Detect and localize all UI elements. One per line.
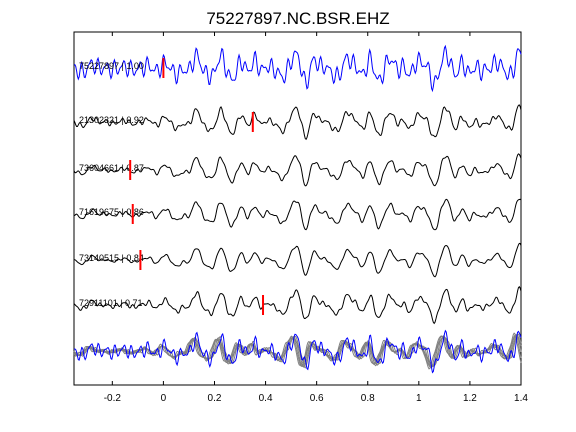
x-tick-label: 1 — [416, 393, 422, 404]
overlay-trace-line — [73, 335, 522, 368]
x-tick-label: -0.2 — [104, 393, 122, 404]
trace-line — [73, 285, 522, 325]
x-tick-label: 1.4 — [514, 393, 528, 404]
trace-label: 21302321 | 0.92 — [79, 115, 144, 125]
overlay-trace-line — [73, 334, 522, 368]
overlay-trace-line — [73, 329, 522, 374]
trace-label: 72911101 | 0.71 — [79, 298, 143, 308]
overlay-trace-line — [73, 332, 522, 370]
trace-line — [73, 104, 522, 141]
trace-label: 73140515 | 0.84 — [79, 253, 144, 263]
trace-label: 71619675 | 0.86 — [79, 207, 144, 217]
trace-group: 75227897 | 1.00 21302321 | 0.92 73604661 |… — [73, 44, 522, 325]
trace-line — [73, 198, 522, 231]
x-tick-label: 0.8 — [361, 393, 375, 404]
trace-line — [73, 44, 522, 93]
x-tick-label: 1.2 — [463, 393, 477, 404]
x-tick-label: 0.2 — [208, 393, 222, 404]
trace-label: 75227897 | 1.00 — [79, 61, 144, 71]
trace-line — [73, 242, 522, 278]
trace-label: 73604661 | 0.87 — [79, 163, 144, 173]
overlay-stack — [73, 329, 522, 374]
x-tick-label: 0.4 — [259, 393, 273, 404]
trace-line — [73, 153, 522, 187]
x-axis: -0.2 0 0.2 0.4 0.6 0.8 1 1.2 1.4 — [104, 32, 528, 404]
chart-title: 75227897.NC.BSR.EHZ — [206, 9, 389, 28]
plot-area-frame — [73, 31, 522, 386]
x-tick-label: 0 — [161, 393, 167, 404]
x-tick-label: 0.6 — [310, 393, 324, 404]
